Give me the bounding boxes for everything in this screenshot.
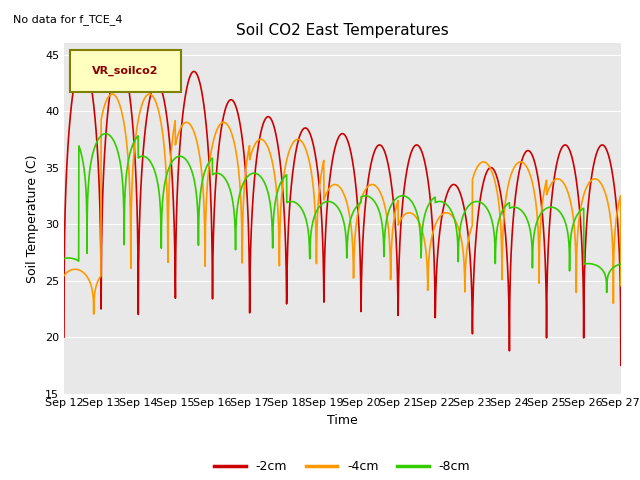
-4cm bbox=[90, 311, 97, 317]
-4cm bbox=[124, 153, 132, 159]
Line: -4cm: -4cm bbox=[64, 94, 621, 314]
-8cm bbox=[157, 213, 164, 218]
-2cm bbox=[60, 334, 68, 340]
-8cm bbox=[60, 256, 68, 262]
Line: -8cm: -8cm bbox=[64, 133, 621, 292]
-8cm bbox=[617, 261, 625, 267]
-4cm bbox=[606, 214, 614, 219]
-8cm bbox=[603, 289, 611, 295]
-2cm bbox=[124, 79, 132, 85]
-4cm bbox=[274, 206, 282, 212]
-8cm bbox=[124, 162, 132, 168]
-2cm bbox=[274, 141, 282, 147]
-2cm bbox=[617, 362, 625, 368]
-4cm bbox=[108, 91, 116, 97]
-2cm bbox=[157, 85, 164, 91]
Y-axis label: Soil Temperature (C): Soil Temperature (C) bbox=[26, 154, 40, 283]
-8cm bbox=[546, 204, 554, 210]
-4cm bbox=[157, 119, 164, 125]
Line: -2cm: -2cm bbox=[64, 60, 621, 365]
-4cm bbox=[547, 183, 554, 189]
X-axis label: Time: Time bbox=[327, 414, 358, 427]
-2cm bbox=[298, 128, 306, 134]
Title: Soil CO2 East Temperatures: Soil CO2 East Temperatures bbox=[236, 23, 449, 38]
-4cm bbox=[298, 139, 306, 145]
-2cm bbox=[606, 158, 614, 164]
-2cm bbox=[546, 214, 554, 220]
-8cm bbox=[274, 188, 282, 194]
Text: VR_soilco2: VR_soilco2 bbox=[92, 66, 159, 76]
Legend: -2cm, -4cm, -8cm: -2cm, -4cm, -8cm bbox=[209, 456, 476, 479]
-8cm bbox=[298, 206, 306, 212]
FancyBboxPatch shape bbox=[70, 50, 181, 92]
-8cm bbox=[606, 268, 614, 274]
-8cm bbox=[102, 131, 109, 136]
-4cm bbox=[617, 283, 625, 288]
Text: No data for f_TCE_4: No data for f_TCE_4 bbox=[13, 14, 122, 25]
-2cm bbox=[79, 57, 86, 63]
-4cm bbox=[60, 273, 68, 278]
